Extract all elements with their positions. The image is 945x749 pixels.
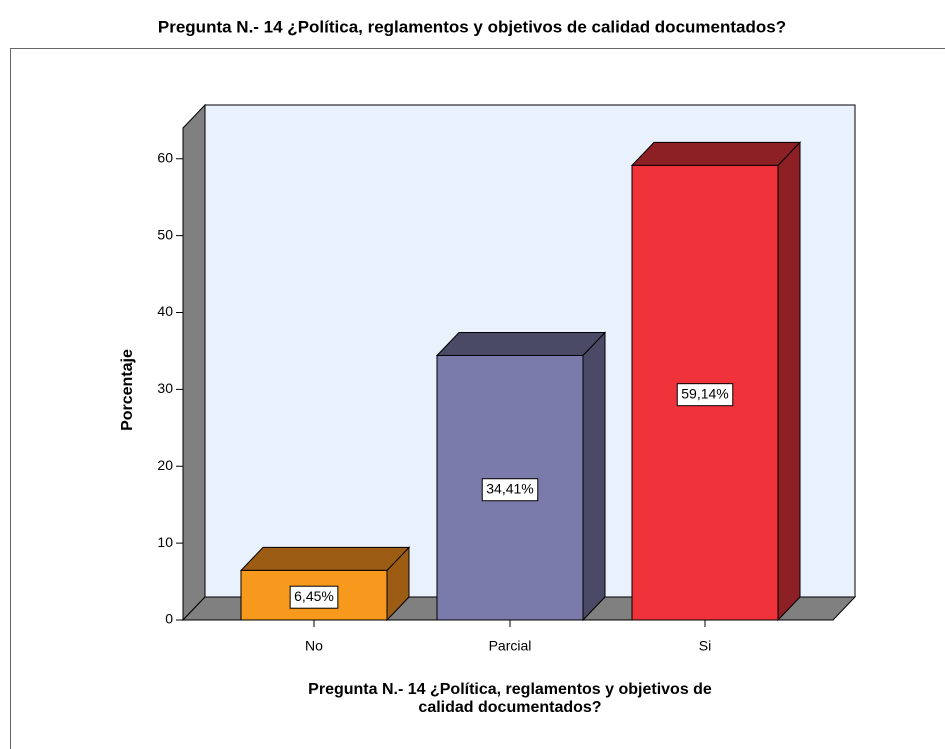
x-tick-label: Parcial — [489, 638, 532, 654]
x-axis-title: calidad documentados? — [418, 699, 601, 716]
value-label: 59,14% — [681, 385, 728, 401]
value-label-box — [481, 478, 539, 502]
y-tick-label: 50 — [157, 226, 173, 242]
y-axis-title: Porcentaje — [119, 349, 136, 431]
y-tick-label: 0 — [165, 611, 173, 627]
y-tick-label: 40 — [157, 303, 173, 319]
chart-title: Pregunta N.- 14 ¿Política, reglamentos y… — [158, 17, 786, 36]
value-label: 6,45% — [294, 588, 334, 604]
value-label-box — [676, 383, 734, 407]
y-tick-label: 30 — [157, 380, 173, 396]
y-tick-label: 60 — [157, 149, 173, 165]
bar-top — [435, 331, 607, 356]
left-wall — [182, 103, 206, 622]
bar-side — [582, 331, 606, 622]
x-tick-label: No — [305, 638, 323, 654]
value-label: 34,41% — [486, 480, 533, 496]
x-tick-label: Si — [699, 638, 711, 654]
bar-side — [777, 141, 801, 622]
y-tick-label: 10 — [157, 534, 173, 550]
y-tick-label: 20 — [157, 457, 173, 473]
x-axis-title: Pregunta N.- 14 ¿Política, reglamentos y… — [308, 681, 712, 698]
bar-top — [630, 141, 802, 166]
bar-top — [239, 546, 411, 571]
value-label-box — [289, 585, 339, 609]
